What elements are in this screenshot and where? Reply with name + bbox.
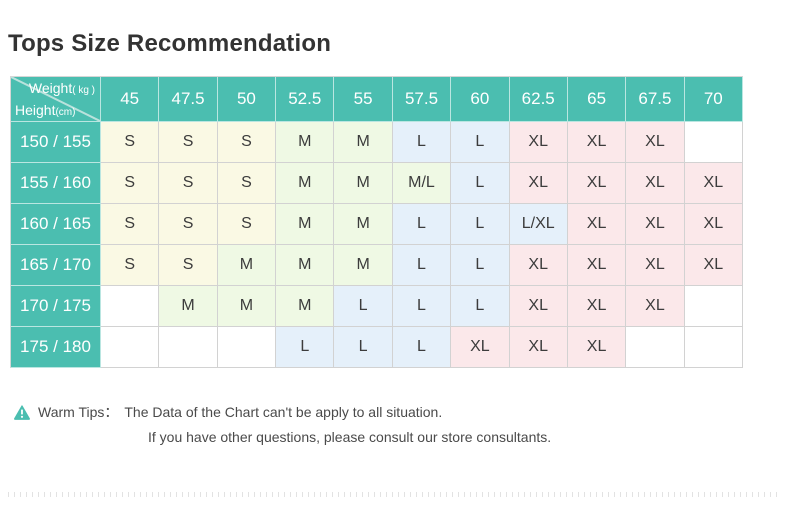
dashed-separator [8,492,782,497]
size-cell-empty [217,327,277,368]
warm-tips-line2: If you have other questions, please cons… [148,429,552,445]
size-cell: S [101,204,160,245]
size-cell: S [101,163,160,204]
weight-header-cell: 62.5 [509,77,568,122]
weight-header-cell: 65 [567,77,627,122]
size-cell: XL [684,245,743,286]
size-cell: S [217,204,277,245]
size-cell: XL [567,122,627,163]
size-cell: M [334,122,393,163]
diagonal-divider [11,77,100,121]
size-cell: XL [626,122,685,163]
size-cell-empty [684,327,743,368]
size-cell: L [392,327,452,368]
height-row-label: 165 / 170 [11,245,101,286]
size-cell: L/XL [509,204,568,245]
size-cell: S [101,122,160,163]
size-cell: M [334,245,393,286]
size-cell: M [159,286,218,327]
size-cell: S [159,245,218,286]
size-cell: S [159,204,218,245]
page-title: Tops Size Recommendation [8,30,332,57]
size-cell: M [334,163,393,204]
size-cell: L [451,122,510,163]
size-cell: M [276,163,335,204]
size-cell: M [334,204,393,245]
size-cell: M [217,245,277,286]
weight-header-cell: 70 [684,77,743,122]
size-cell: XL [626,204,685,245]
weight-header-cell: 57.5 [392,77,452,122]
size-cell: XL [567,245,627,286]
warm-tips: Warm Tips： The Data of the Chart can't b… [14,402,551,445]
height-row-label: 175 / 180 [11,327,101,368]
weight-header-cell: 60 [451,77,510,122]
height-axis-label: Height(cm) [15,102,76,118]
size-cell: M [217,286,277,327]
size-cell: L [276,327,335,368]
size-cell: XL [567,327,627,368]
weight-header-cell: 67.5 [626,77,685,122]
size-cell: L [334,327,393,368]
size-cell: XL [509,163,568,204]
weight-header-cell: 52.5 [276,77,335,122]
size-cell: XL [626,163,685,204]
weight-header-cell: 47.5 [159,77,218,122]
size-cell: M [276,245,335,286]
size-cell: M/L [392,163,452,204]
size-cell: XL [509,286,568,327]
size-cell: S [217,163,277,204]
size-cell-empty [159,327,218,368]
size-cell: L [451,163,510,204]
size-cell-empty [684,286,743,327]
warning-triangle-icon [14,404,30,420]
size-recommendation-table: Weight( kg ) Height(cm) 45 47.5 50 52.5 55 57… [10,76,743,368]
size-cell: XL [567,286,627,327]
size-cell: M [276,204,335,245]
size-cell: XL [684,163,743,204]
size-cell: S [217,122,277,163]
size-cell: L [392,286,452,327]
height-row-label: 170 / 175 [11,286,101,327]
height-row-label: 150 / 155 [11,122,101,163]
weight-header-cell: 50 [217,77,277,122]
size-cell: L [451,286,510,327]
size-cell: L [392,122,452,163]
table-corner-cell: Weight( kg ) Height(cm) [11,77,101,122]
size-cell-empty [684,122,743,163]
size-cell: XL [626,245,685,286]
size-cell: S [159,163,218,204]
size-cell: L [334,286,393,327]
size-cell: L [392,245,452,286]
warm-tips-label: Warm Tips： [38,404,119,420]
weight-axis-label: Weight( kg ) [28,80,95,96]
size-cell: XL [451,327,510,368]
height-row-label: 155 / 160 [11,163,101,204]
size-cell: S [101,245,160,286]
size-cell: XL [567,204,627,245]
size-cell-empty [101,286,160,327]
weight-header-cell: 55 [334,77,393,122]
size-cell: XL [509,327,568,368]
size-cell: XL [684,204,743,245]
weight-header-cell: 45 [101,77,160,122]
size-cell: XL [509,122,568,163]
size-cell: XL [509,245,568,286]
size-cell: L [451,245,510,286]
size-cell: M [276,122,335,163]
size-cell: L [451,204,510,245]
size-cell: S [159,122,218,163]
size-cell-empty [101,327,160,368]
size-cell-empty [626,327,685,368]
warm-tips-line1: The Data of the Chart can't be apply to … [124,404,443,420]
size-cell: XL [567,163,627,204]
size-cell: L [392,204,452,245]
size-cell: XL [626,286,685,327]
height-row-label: 160 / 165 [11,204,101,245]
size-cell: M [276,286,335,327]
